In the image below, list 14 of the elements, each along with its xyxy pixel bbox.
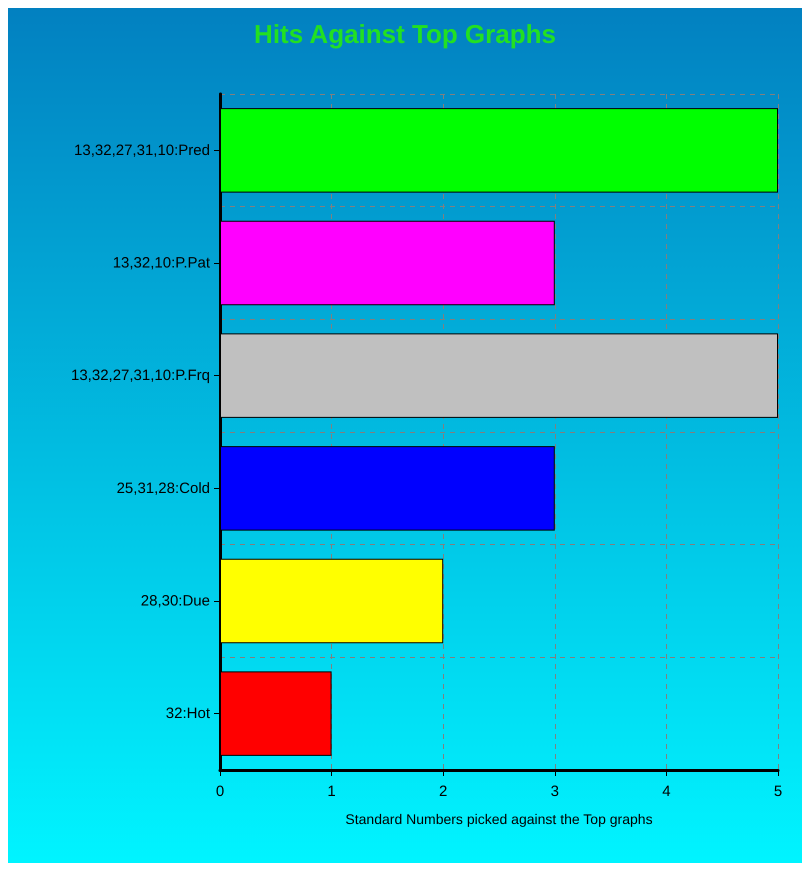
y-tick-label: 13,32,27,31,10:P.Frq — [71, 367, 210, 384]
y-tick-label: 13,32,10:P.Pat — [112, 254, 211, 272]
y-tick-label: 13,32,27,31,10:Pred — [74, 142, 210, 159]
x-tick-label: 1 — [327, 783, 336, 800]
x-tick-label: 2 — [439, 783, 448, 800]
x-tick-label: 5 — [774, 783, 782, 800]
chart-title: Hits Against Top Graphs — [254, 19, 556, 49]
x-tick-label: 0 — [216, 783, 224, 800]
x-axis-title: Standard Numbers picked against the Top graphs — [345, 811, 653, 827]
y-tick-label: 28,30:Due — [140, 592, 210, 610]
y-tick-label: 32:Hot — [166, 705, 211, 722]
y-tick-label: 25,31,28:Cold — [116, 480, 210, 497]
x-tick-label: 3 — [550, 783, 559, 800]
x-tick-label: 4 — [662, 783, 671, 800]
